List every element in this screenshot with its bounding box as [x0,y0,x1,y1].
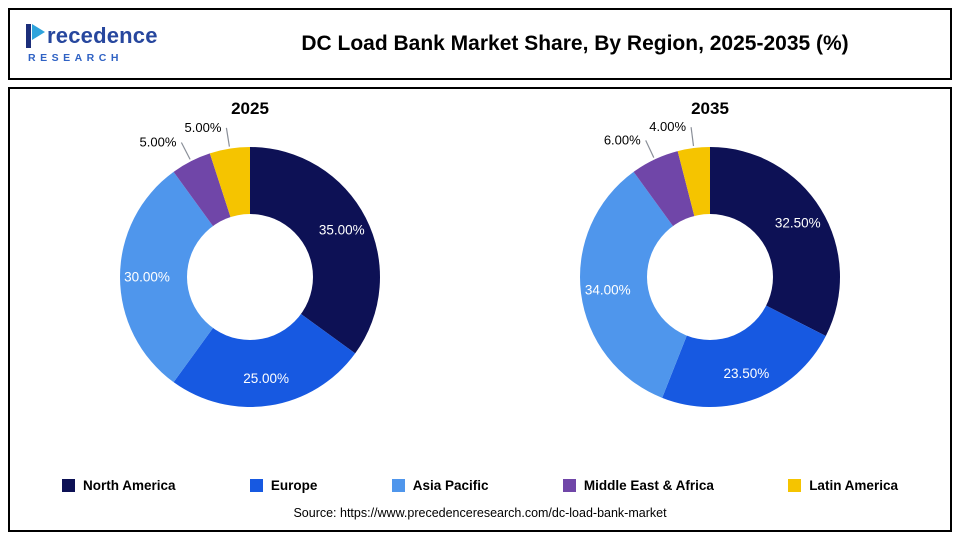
svg-text:25.00%: 25.00% [243,371,289,386]
legend-item-europe: Europe [249,478,318,493]
legend-swatch-asia-pacific [391,479,405,492]
legend-item-north-america: North America [62,478,176,493]
legend-item-latin-america: Latin America [788,478,898,493]
chart-title-2025: 2025 [231,99,269,118]
legend-label: Latin America [809,478,898,493]
legend-item-asia-pacific: Asia Pacific [391,478,489,493]
legend-swatch-europe [249,479,263,492]
legend-swatch-latin-america [788,479,802,492]
donut-2035-svg: 32.50% 23.50% 34.00% 6.00% 4.00% [580,119,840,408]
legend-swatch-middle-east-africa [562,479,576,492]
svg-text:30.00%: 30.00% [124,270,170,285]
charts-row: 2025 35.00% 25.00% 30.00% 5.00% 5.00% 2035 3… [10,93,950,419]
logo-subtitle: RESEARCH [28,52,123,64]
donut-2025-svg: 35.00% 25.00% 30.00% 5.00% 5.00% [120,120,380,407]
legend-swatch-north-america [62,479,75,492]
source-text: Source: https://www.precedenceresearch.c… [293,506,667,520]
svg-text:23.50%: 23.50% [724,366,770,381]
logo-word-text: recedence [47,23,158,48]
svg-text:5.00%: 5.00% [140,135,177,150]
chart-legend: North America Europe Asia Pacific Middle… [10,478,950,493]
legend-label: Europe [270,478,318,493]
svg-text:34.00%: 34.00% [585,282,631,297]
chart-title-2035: 2035 [691,99,729,118]
page-title: DC Load Bank Market Share, By Region, 20… [301,32,849,55]
donut-chart-2035: 2035 32.50% 23.50% 34.00% 6.00% 4.00% [490,93,930,419]
header: recedence RESEARCH DC Load Bank Market S… [8,8,952,80]
legend-item-middle-east-africa: Middle East & Africa [562,478,714,493]
svg-text:35.00%: 35.00% [319,223,365,238]
precedence-logo: recedence RESEARCH [26,24,216,64]
legend-label: North America [83,478,176,493]
logo-wordmark: recedence [26,24,216,50]
legend-label: Middle East & Africa [583,478,714,493]
logo-p-bar-icon [26,24,31,48]
svg-text:6.00%: 6.00% [604,132,641,147]
legend-label: Asia Pacific [412,478,489,493]
logo-p-triangle-icon [32,24,45,40]
svg-text:5.00%: 5.00% [185,120,222,135]
svg-text:32.50%: 32.50% [775,216,821,231]
chart-panel: 2025 35.00% 25.00% 30.00% 5.00% 5.00% 2035 3… [8,87,952,532]
donut-chart-2025: 2025 35.00% 25.00% 30.00% 5.00% 5.00% [30,93,470,419]
svg-text:4.00%: 4.00% [649,119,686,134]
